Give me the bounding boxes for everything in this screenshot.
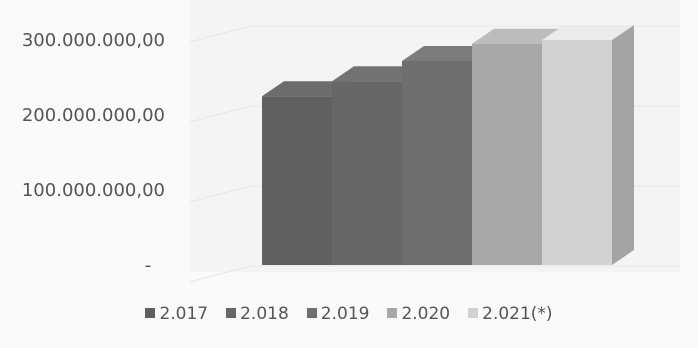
bar-front-2.020: [472, 43, 542, 265]
bar-front-2.019: [402, 61, 472, 265]
y-tick-label: -: [145, 255, 152, 276]
legend-swatch: [145, 308, 156, 318]
legend-item: 2.020: [387, 304, 450, 324]
y-axis-tick-labels: - 100.000.000,00 200.000.000,00 300.000.000…: [22, 30, 165, 276]
bar-front-2.021(*): [542, 40, 612, 265]
bar-2.021(*): [542, 25, 634, 265]
bar-front-2.017: [262, 96, 332, 265]
bar-top-2.019: [402, 46, 494, 61]
bar-chart-3d: - 100.000.000,00 200.000.000,00 300.000.000…: [21, 25, 680, 283]
y-tick-label: 100.000.000,00: [22, 180, 165, 201]
gridline-side-1: [189, 185, 251, 203]
bar-side-2.021(*): [612, 25, 634, 265]
bar-top-2.021(*): [542, 25, 634, 40]
gridline-side-0: [189, 265, 251, 283]
legend-swatch: [306, 308, 317, 318]
legend-label: 2.017: [159, 304, 209, 324]
y-tick-label: 300.000.000,00: [22, 30, 165, 51]
legend-swatch: [387, 308, 398, 318]
bar-top-2.020: [472, 28, 564, 44]
legend-label: 2.020: [401, 304, 451, 324]
bar-top-2.017: [262, 81, 354, 97]
legend-swatch: [468, 308, 479, 318]
legend-label: 2.021(*): [482, 304, 553, 324]
bars: [262, 25, 634, 265]
legend-swatch: [226, 308, 237, 318]
legend: 2.017 2.018 2.019 2.020 2.021(*): [0, 304, 698, 324]
gridline-side-3: [189, 25, 251, 43]
legend-item: 2.021(*): [468, 304, 553, 324]
legend-item: 2.019: [306, 304, 370, 324]
gridline-side-2: [189, 105, 251, 123]
legend-item: 2.017: [145, 304, 208, 324]
bar-top-2.018: [332, 66, 424, 82]
legend-label: 2.018: [240, 304, 289, 324]
y-tick-label: 200.000.000,00: [22, 105, 165, 126]
bar-front-2.018: [332, 81, 402, 265]
legend-item: 2.018: [226, 304, 289, 324]
legend-label: 2.019: [320, 304, 370, 324]
